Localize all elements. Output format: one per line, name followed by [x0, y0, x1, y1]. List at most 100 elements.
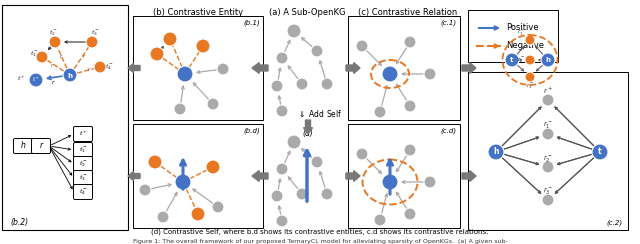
- Text: (b.d): (b.d): [243, 127, 260, 133]
- Circle shape: [592, 144, 608, 160]
- Circle shape: [276, 105, 288, 117]
- Text: h: h: [493, 148, 499, 156]
- Text: r: r: [40, 142, 43, 151]
- Polygon shape: [303, 120, 312, 134]
- Bar: [2, 5, 128, 230]
- Text: r: r: [60, 54, 61, 60]
- Text: Positive: Positive: [506, 23, 539, 32]
- Text: $t^+$: $t^+$: [32, 76, 40, 84]
- Polygon shape: [252, 171, 268, 181]
- Circle shape: [157, 211, 169, 223]
- Circle shape: [287, 135, 301, 149]
- Text: (d) Contrastive Self, where b.d shows its contrastive entities, c.d shows its co: (d) Contrastive Self, where b.d shows it…: [151, 229, 489, 235]
- Text: $r^+$: $r^+$: [543, 86, 553, 96]
- Text: $r_1^-$: $r_1^-$: [543, 120, 553, 131]
- Circle shape: [525, 55, 535, 65]
- Polygon shape: [128, 172, 140, 181]
- Polygon shape: [462, 171, 476, 181]
- Circle shape: [321, 78, 333, 90]
- Text: $t_3^-$: $t_3^-$: [90, 28, 99, 38]
- Text: $t_2^-$: $t_2^-$: [79, 159, 88, 169]
- Circle shape: [374, 214, 386, 226]
- Circle shape: [382, 174, 398, 190]
- Circle shape: [163, 32, 177, 46]
- Circle shape: [542, 161, 554, 173]
- Circle shape: [311, 156, 323, 168]
- Circle shape: [542, 128, 554, 140]
- Circle shape: [174, 103, 186, 115]
- Text: (c.1): (c.1): [441, 19, 457, 26]
- Circle shape: [94, 61, 106, 73]
- Circle shape: [271, 190, 283, 202]
- Text: $t_2^-$: $t_2^-$: [49, 28, 58, 38]
- Circle shape: [424, 68, 436, 80]
- Text: Figure 1: The overall framework of our proposed TernaryCL model for alleviating : Figure 1: The overall framework of our p…: [132, 240, 508, 244]
- Circle shape: [404, 36, 416, 48]
- Bar: [133, 16, 263, 120]
- Text: (c) Contrastive Relation: (c) Contrastive Relation: [358, 8, 458, 17]
- FancyBboxPatch shape: [74, 142, 93, 157]
- Polygon shape: [462, 63, 476, 73]
- Text: $r_1^+$: $r_1^+$: [517, 28, 525, 38]
- Circle shape: [276, 215, 288, 227]
- Circle shape: [191, 207, 205, 221]
- Circle shape: [139, 184, 151, 196]
- Circle shape: [212, 201, 224, 213]
- Text: $r_3^-$: $r_3^-$: [543, 185, 553, 196]
- Text: r: r: [52, 80, 54, 84]
- Polygon shape: [346, 63, 360, 73]
- Circle shape: [321, 188, 333, 200]
- Bar: [348, 124, 460, 228]
- Circle shape: [525, 35, 535, 45]
- Text: $t_1^-$: $t_1^-$: [29, 49, 38, 59]
- Text: r: r: [88, 67, 90, 72]
- Circle shape: [177, 66, 193, 82]
- Text: (a) A Sub-OpenKG: (a) A Sub-OpenKG: [269, 8, 345, 17]
- Text: (c.2): (c.2): [607, 220, 623, 226]
- Polygon shape: [346, 171, 360, 181]
- Polygon shape: [128, 63, 140, 72]
- Circle shape: [382, 66, 398, 82]
- Text: (b.2): (b.2): [10, 217, 28, 226]
- Circle shape: [175, 174, 191, 190]
- Text: Negative: Negative: [506, 41, 544, 51]
- Text: (c.d): (c.d): [441, 127, 457, 133]
- Text: $r_2^-$: $r_2^-$: [543, 152, 553, 163]
- Circle shape: [276, 52, 288, 64]
- Text: h: h: [545, 57, 550, 63]
- Text: $t^+$: $t^+$: [79, 130, 88, 138]
- Circle shape: [207, 98, 219, 110]
- Bar: [468, 10, 558, 62]
- Circle shape: [356, 148, 368, 160]
- Circle shape: [374, 106, 386, 118]
- Circle shape: [296, 78, 308, 90]
- FancyBboxPatch shape: [74, 171, 93, 185]
- FancyBboxPatch shape: [74, 184, 93, 200]
- Circle shape: [36, 51, 48, 63]
- Text: r: r: [83, 53, 85, 59]
- Circle shape: [150, 47, 164, 61]
- Circle shape: [49, 36, 61, 48]
- Text: $t_3^-$: $t_3^-$: [79, 173, 88, 183]
- Text: $t_4^-$: $t_4^-$: [79, 187, 88, 197]
- Text: $t^+$: $t^+$: [17, 75, 26, 83]
- Circle shape: [404, 100, 416, 112]
- Text: $\Downarrow$ Add Self: $\Downarrow$ Add Self: [297, 109, 343, 119]
- Circle shape: [196, 39, 210, 53]
- Text: r: r: [51, 63, 53, 68]
- Circle shape: [86, 36, 98, 48]
- Circle shape: [276, 163, 288, 175]
- Circle shape: [542, 94, 554, 106]
- Circle shape: [424, 176, 436, 188]
- FancyBboxPatch shape: [13, 139, 33, 153]
- Text: $t_1^-$: $t_1^-$: [79, 145, 88, 155]
- Circle shape: [217, 63, 229, 75]
- Circle shape: [148, 155, 162, 169]
- Bar: [348, 16, 460, 120]
- Text: (b.1): (b.1): [243, 19, 260, 26]
- Text: $r_2^-$: $r_2^-$: [517, 55, 525, 65]
- Text: (b) Contrastive Entity: (b) Contrastive Entity: [153, 8, 243, 17]
- Circle shape: [356, 40, 368, 52]
- Polygon shape: [252, 63, 268, 73]
- Circle shape: [404, 144, 416, 156]
